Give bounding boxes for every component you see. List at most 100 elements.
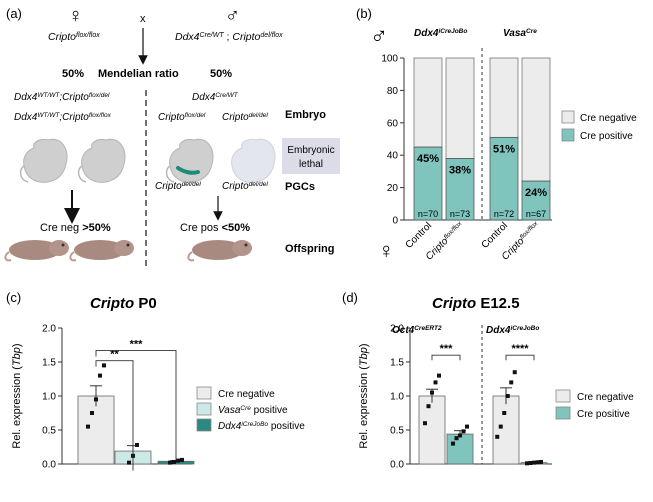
chart-b-n-label: n=72 <box>494 209 514 219</box>
chart-d-data-point <box>532 460 536 465</box>
cre-neg-result: Cre neg >50% <box>40 222 111 234</box>
legend-c-label-vasa: VasaCre positive <box>218 405 288 417</box>
embryo-left-1 <box>19 138 68 183</box>
chart-c-data-point <box>98 373 102 378</box>
chart-c-data-point <box>90 411 94 415</box>
panel-c-letter: (c) <box>6 290 21 305</box>
right-genotype-pgc-2: Criptodel/del <box>222 181 268 193</box>
chart-b-value-label: 51% <box>493 143 515 155</box>
chart-c-significance-label: *** <box>130 338 144 350</box>
chart-d-data-point <box>535 460 540 465</box>
chart-b-category-label: Control <box>480 220 511 251</box>
chart-d-data-point <box>509 380 514 385</box>
chart-b-n-label: n=67 <box>526 209 546 219</box>
chart-b-bar-negative <box>489 57 519 138</box>
chart-d-data-point <box>539 459 543 464</box>
legend-b-swatch-neg <box>561 110 575 124</box>
venus-symbol: ♀ <box>68 5 83 27</box>
chart-d-bar <box>492 395 520 465</box>
ratio-left: 50% <box>62 68 84 80</box>
legend-d-swatch-pos <box>555 406 571 420</box>
cre-pos-result: Cre pos <50% <box>180 222 250 234</box>
chart-d-y-tick-label: 0.0 <box>390 460 404 471</box>
chart-b-y-tick-label: 0 <box>392 216 398 227</box>
chart-c-data-point <box>135 442 139 447</box>
chart-c-data-point <box>180 457 184 462</box>
chart-d-data-point <box>430 390 434 395</box>
lethal-line-1: Embryonic <box>287 145 334 156</box>
right-genotype-top: Ddx4Cre/WT <box>192 92 239 104</box>
chart-d-data-point <box>498 424 503 429</box>
ratio-right: 50% <box>210 68 232 80</box>
chart-b-bar-negative <box>445 57 475 159</box>
panel-d-group-1: Oct4CreERT2 <box>392 325 442 337</box>
legend-c-swatch-vasa <box>196 402 212 416</box>
legend-b-label-pos: Cre positive <box>580 131 633 142</box>
venus-symbol-b: ♀ <box>378 238 395 263</box>
chart-d-data-point <box>433 380 438 385</box>
chart-d-data-point <box>465 424 469 429</box>
chart-d-y-tick-label: 0.5 <box>390 426 404 437</box>
chart-d-bar <box>446 433 474 465</box>
legend-c: Cre negative VasaCre positive Ddx4iCreJo… <box>196 386 305 432</box>
chart-c-significance-bracket <box>95 349 177 461</box>
embryo-right-lethal <box>231 138 276 183</box>
lethal-line-2: lethal <box>299 159 323 170</box>
embryo-right-cre <box>165 138 214 183</box>
embryo-label: Embryo <box>285 109 326 121</box>
chart-c-data-point <box>127 460 131 465</box>
chart-d-y-tick-label: 2.0 <box>390 324 404 335</box>
female-parent-genotype: Criptoflox/flox <box>48 31 100 43</box>
chart-b-value-label: 38% <box>449 164 471 176</box>
legend-d-label-neg: Cre negative <box>577 392 634 403</box>
chart-b-value-label: 45% <box>417 153 439 165</box>
chart-c-data-point <box>94 397 98 402</box>
chart-c-y-tick-label: 1.0 <box>42 392 56 403</box>
chart-d-data-point <box>458 433 462 438</box>
panel-b-letter: (b) <box>356 6 372 21</box>
chart-c-data-point <box>86 424 90 429</box>
left-genotype-1: Ddx4WT/WT;Criptoflox/del <box>14 92 110 104</box>
chart-b-y-tick-label: 60 <box>387 118 399 129</box>
chart-d-significance-label: **** <box>511 343 529 355</box>
group-1-label: Ddx4iCreJoBo <box>414 28 467 40</box>
chart-b-category-label: Control <box>404 220 435 251</box>
pgc-label: PGCs <box>285 181 315 193</box>
group-2-label: VasaCre <box>503 28 537 40</box>
chart-b-bar-positive <box>445 158 475 221</box>
legend-b-label-neg: Cre negative <box>580 113 637 124</box>
ratio-label: Mendelian ratio <box>98 68 179 80</box>
panel-d-letter: (d) <box>342 290 358 305</box>
chart-d-data-point <box>502 411 507 415</box>
chart-d-y-axis-label: Rel. expression (Tbp) <box>358 343 370 448</box>
chart-d-data-point <box>528 460 533 465</box>
chart-d-data-point <box>525 461 529 466</box>
panel-a: (a) ♀ Criptoflox/flox x ♂ Ddx4Cre/WT ; C… <box>4 5 340 266</box>
panel-c: (c) Cripto P0 0.0 0.5 1.0 1.5 2.0 Rel. expres… <box>6 290 305 471</box>
mouse-pup-right <box>187 240 252 262</box>
chart-d-data-point <box>426 404 431 409</box>
mouse-pup-left-1 <box>4 240 69 262</box>
chart-d-y-tick-label: 1.5 <box>390 358 404 369</box>
chart-c-data-point <box>172 459 176 464</box>
chart-d-significance-bracket <box>505 354 535 361</box>
chart-b-y-tick-label: 100 <box>381 54 398 65</box>
chart-c-significance-label: ** <box>110 349 119 361</box>
male-parent-genotype: Ddx4Cre/WT ; Criptodel/flox <box>175 31 283 43</box>
chart-b: 02040608010045%n=70Control38%n=73Criptof… <box>381 48 552 263</box>
panel-b: (b) ♂ ♀ Ddx4iCreJoBo VasaCre 0 20 40 60 80 10… <box>356 6 637 263</box>
chart-c-y-tick-label: 0.5 <box>42 426 56 437</box>
chart-c-y-tick-label: 0.0 <box>42 460 56 471</box>
mars-symbol: ♂ <box>225 5 240 27</box>
chart-b-bar-negative <box>521 57 551 182</box>
chart-d-significance-bracket <box>431 354 461 361</box>
chart-c-data-point <box>176 458 180 463</box>
chart-b-value-label: 24% <box>525 187 547 199</box>
legend-d-swatch-neg <box>555 389 571 403</box>
chart-b-n-label: n=73 <box>450 209 470 219</box>
chart-b-y-tick-label: 80 <box>387 86 399 97</box>
cross-symbol: x <box>140 13 146 25</box>
